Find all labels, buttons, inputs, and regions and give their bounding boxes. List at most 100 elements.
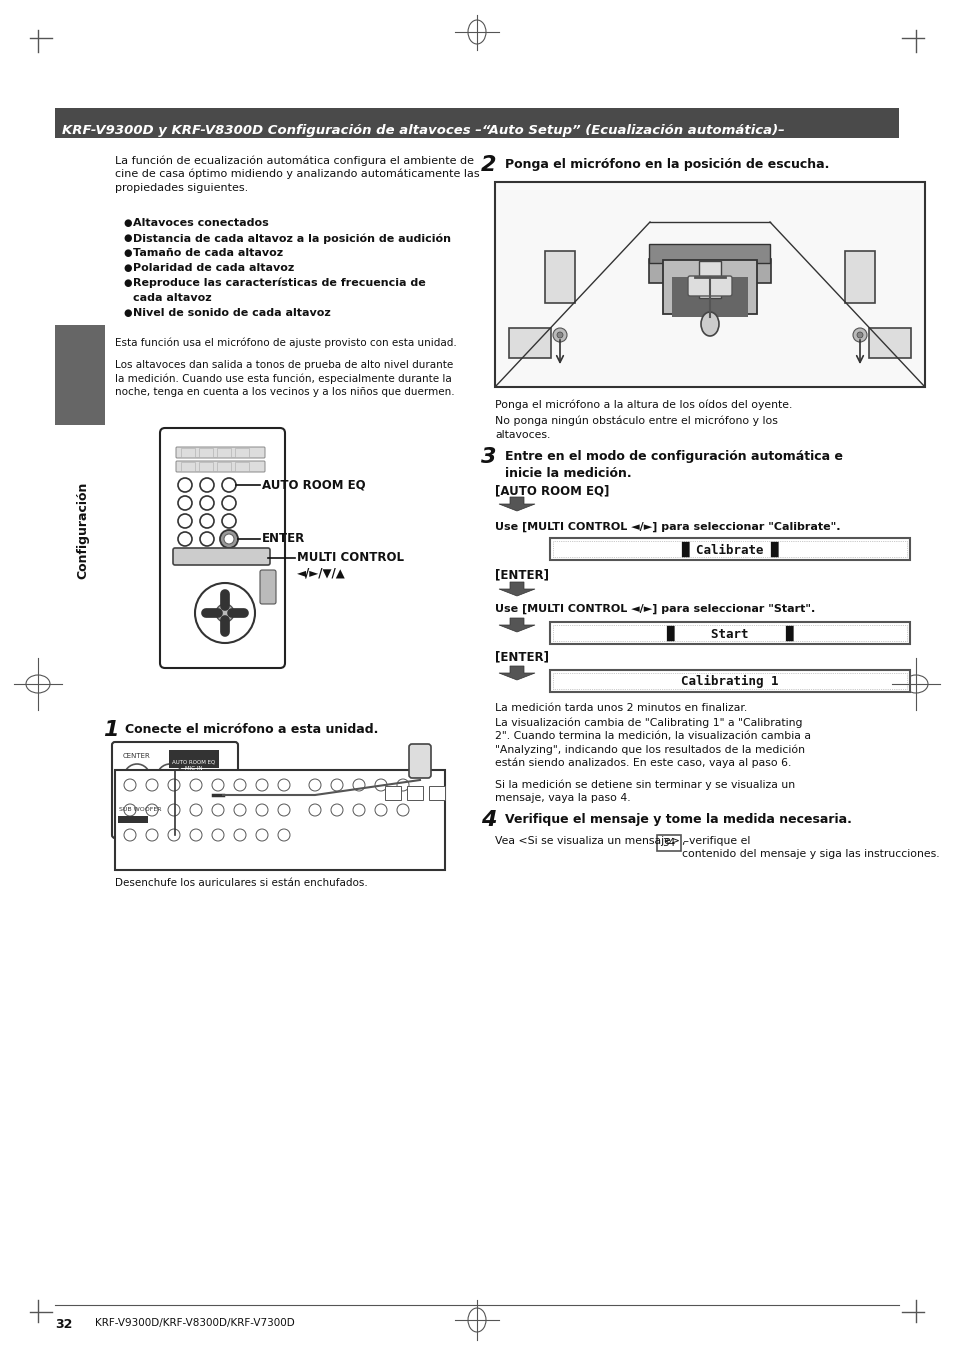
Text: 32: 32 — [55, 1318, 72, 1331]
FancyBboxPatch shape — [160, 428, 285, 668]
Circle shape — [852, 328, 866, 342]
FancyBboxPatch shape — [662, 261, 757, 315]
Text: Reproduce las características de frecuencia de: Reproduce las características de frecuen… — [132, 278, 425, 289]
Ellipse shape — [700, 312, 719, 336]
Circle shape — [222, 514, 235, 528]
Text: [ENTER]: [ENTER] — [495, 649, 548, 663]
Circle shape — [309, 805, 320, 815]
FancyBboxPatch shape — [649, 243, 770, 262]
Bar — [429, 786, 444, 801]
FancyBboxPatch shape — [169, 751, 219, 768]
Text: █     Start     █: █ Start █ — [665, 625, 793, 641]
Bar — [553, 625, 906, 641]
Circle shape — [222, 478, 235, 491]
Bar — [181, 448, 194, 458]
Bar — [181, 462, 194, 471]
Bar — [55, 325, 105, 425]
Circle shape — [168, 829, 180, 841]
Text: 34: 34 — [661, 838, 675, 848]
Text: 3: 3 — [480, 447, 496, 467]
Bar — [115, 769, 444, 869]
Text: Use [MULTI CONTROL ◄/►] para seleccionar "Calibrate".: Use [MULTI CONTROL ◄/►] para seleccionar… — [495, 522, 840, 532]
Text: 4: 4 — [480, 810, 496, 830]
Bar — [550, 670, 909, 693]
Circle shape — [396, 779, 409, 791]
Circle shape — [178, 478, 192, 491]
Text: PRE OUT: PRE OUT — [119, 817, 146, 822]
Bar — [550, 622, 909, 644]
Circle shape — [553, 328, 566, 342]
Circle shape — [309, 779, 320, 791]
Text: CENTER: CENTER — [123, 753, 151, 759]
Circle shape — [277, 779, 290, 791]
Text: Use [MULTI CONTROL ◄/►] para seleccionar "Start".: Use [MULTI CONTROL ◄/►] para seleccionar… — [495, 603, 815, 614]
Circle shape — [277, 805, 290, 815]
Bar — [199, 448, 213, 458]
Polygon shape — [498, 666, 535, 680]
Circle shape — [353, 779, 365, 791]
Text: ●: ● — [123, 263, 132, 273]
Text: Si la medición se detiene sin terminar y se visualiza un
mensaje, vaya la paso 4: Si la medición se detiene sin terminar y… — [495, 779, 794, 803]
Text: KRF-V9300D/KRF-V8300D/KRF-V7300D: KRF-V9300D/KRF-V8300D/KRF-V7300D — [95, 1318, 294, 1328]
FancyBboxPatch shape — [687, 275, 731, 296]
Circle shape — [220, 531, 237, 548]
Circle shape — [194, 583, 254, 643]
Bar — [216, 462, 231, 471]
Circle shape — [233, 779, 246, 791]
Circle shape — [146, 779, 158, 791]
Bar — [553, 541, 906, 558]
Circle shape — [190, 779, 202, 791]
Circle shape — [123, 796, 143, 817]
Text: Los altavoces dan salida a tonos de prueba de alto nivel durante
la medición. Cu: Los altavoces dan salida a tonos de prue… — [115, 360, 455, 397]
Circle shape — [131, 771, 143, 783]
FancyBboxPatch shape — [544, 251, 575, 302]
Circle shape — [255, 829, 268, 841]
Text: [AUTO ROOM EQ]: [AUTO ROOM EQ] — [495, 485, 609, 497]
Text: Entre en el modo de configuración automática e
inicie la medición.: Entre en el modo de configuración automá… — [504, 450, 842, 481]
Bar — [407, 786, 422, 801]
Text: Altavoces conectados: Altavoces conectados — [132, 217, 269, 228]
Text: No ponga ningún obstáculo entre el micrófono y los
altavoces.: No ponga ningún obstáculo entre el micró… — [495, 416, 777, 440]
Polygon shape — [498, 582, 535, 595]
Circle shape — [255, 779, 268, 791]
Circle shape — [215, 603, 233, 622]
Circle shape — [124, 764, 150, 790]
FancyBboxPatch shape — [699, 261, 720, 298]
Circle shape — [331, 805, 343, 815]
FancyBboxPatch shape — [409, 744, 431, 778]
Text: Verifique el mensaje y tome la medida necesaria.: Verifique el mensaje y tome la medida ne… — [504, 813, 851, 826]
Circle shape — [222, 495, 235, 510]
Text: Calibrating 1: Calibrating 1 — [680, 675, 778, 687]
FancyBboxPatch shape — [175, 460, 265, 472]
Text: Esta función usa el micrófono de ajuste provisto con esta unidad.: Esta función usa el micrófono de ajuste … — [115, 338, 456, 347]
Circle shape — [168, 779, 180, 791]
Text: Ponga el micrófono en la posición de escucha.: Ponga el micrófono en la posición de esc… — [504, 158, 828, 171]
FancyBboxPatch shape — [648, 259, 770, 284]
Circle shape — [212, 829, 224, 841]
Text: Conecte el micrófono a esta unidad.: Conecte el micrófono a esta unidad. — [125, 724, 378, 736]
Polygon shape — [495, 182, 924, 387]
Circle shape — [212, 779, 224, 791]
FancyBboxPatch shape — [844, 251, 874, 302]
Text: AUTO ROOM EQ
MIC IN: AUTO ROOM EQ MIC IN — [172, 760, 215, 771]
FancyBboxPatch shape — [657, 836, 680, 850]
Circle shape — [178, 495, 192, 510]
Text: ●: ● — [123, 308, 132, 319]
Circle shape — [190, 829, 202, 841]
Text: La función de ecualización automática configura el ambiente de
cine de casa ópti: La función de ecualización automática co… — [115, 155, 479, 193]
Circle shape — [146, 805, 158, 815]
FancyBboxPatch shape — [175, 447, 265, 458]
FancyBboxPatch shape — [671, 277, 747, 317]
Text: Desenchufe los auriculares si están enchufados.: Desenchufe los auriculares si están ench… — [115, 878, 367, 888]
Circle shape — [277, 829, 290, 841]
Circle shape — [168, 805, 180, 815]
Circle shape — [164, 771, 175, 783]
Text: Ponga el micrófono a la altura de los oídos del oyente.: Ponga el micrófono a la altura de los oí… — [495, 400, 792, 410]
Circle shape — [557, 332, 562, 338]
Circle shape — [199, 791, 207, 799]
Circle shape — [124, 829, 136, 841]
Text: 2: 2 — [480, 155, 496, 176]
Circle shape — [200, 478, 213, 491]
Circle shape — [200, 532, 213, 545]
FancyBboxPatch shape — [112, 743, 237, 838]
